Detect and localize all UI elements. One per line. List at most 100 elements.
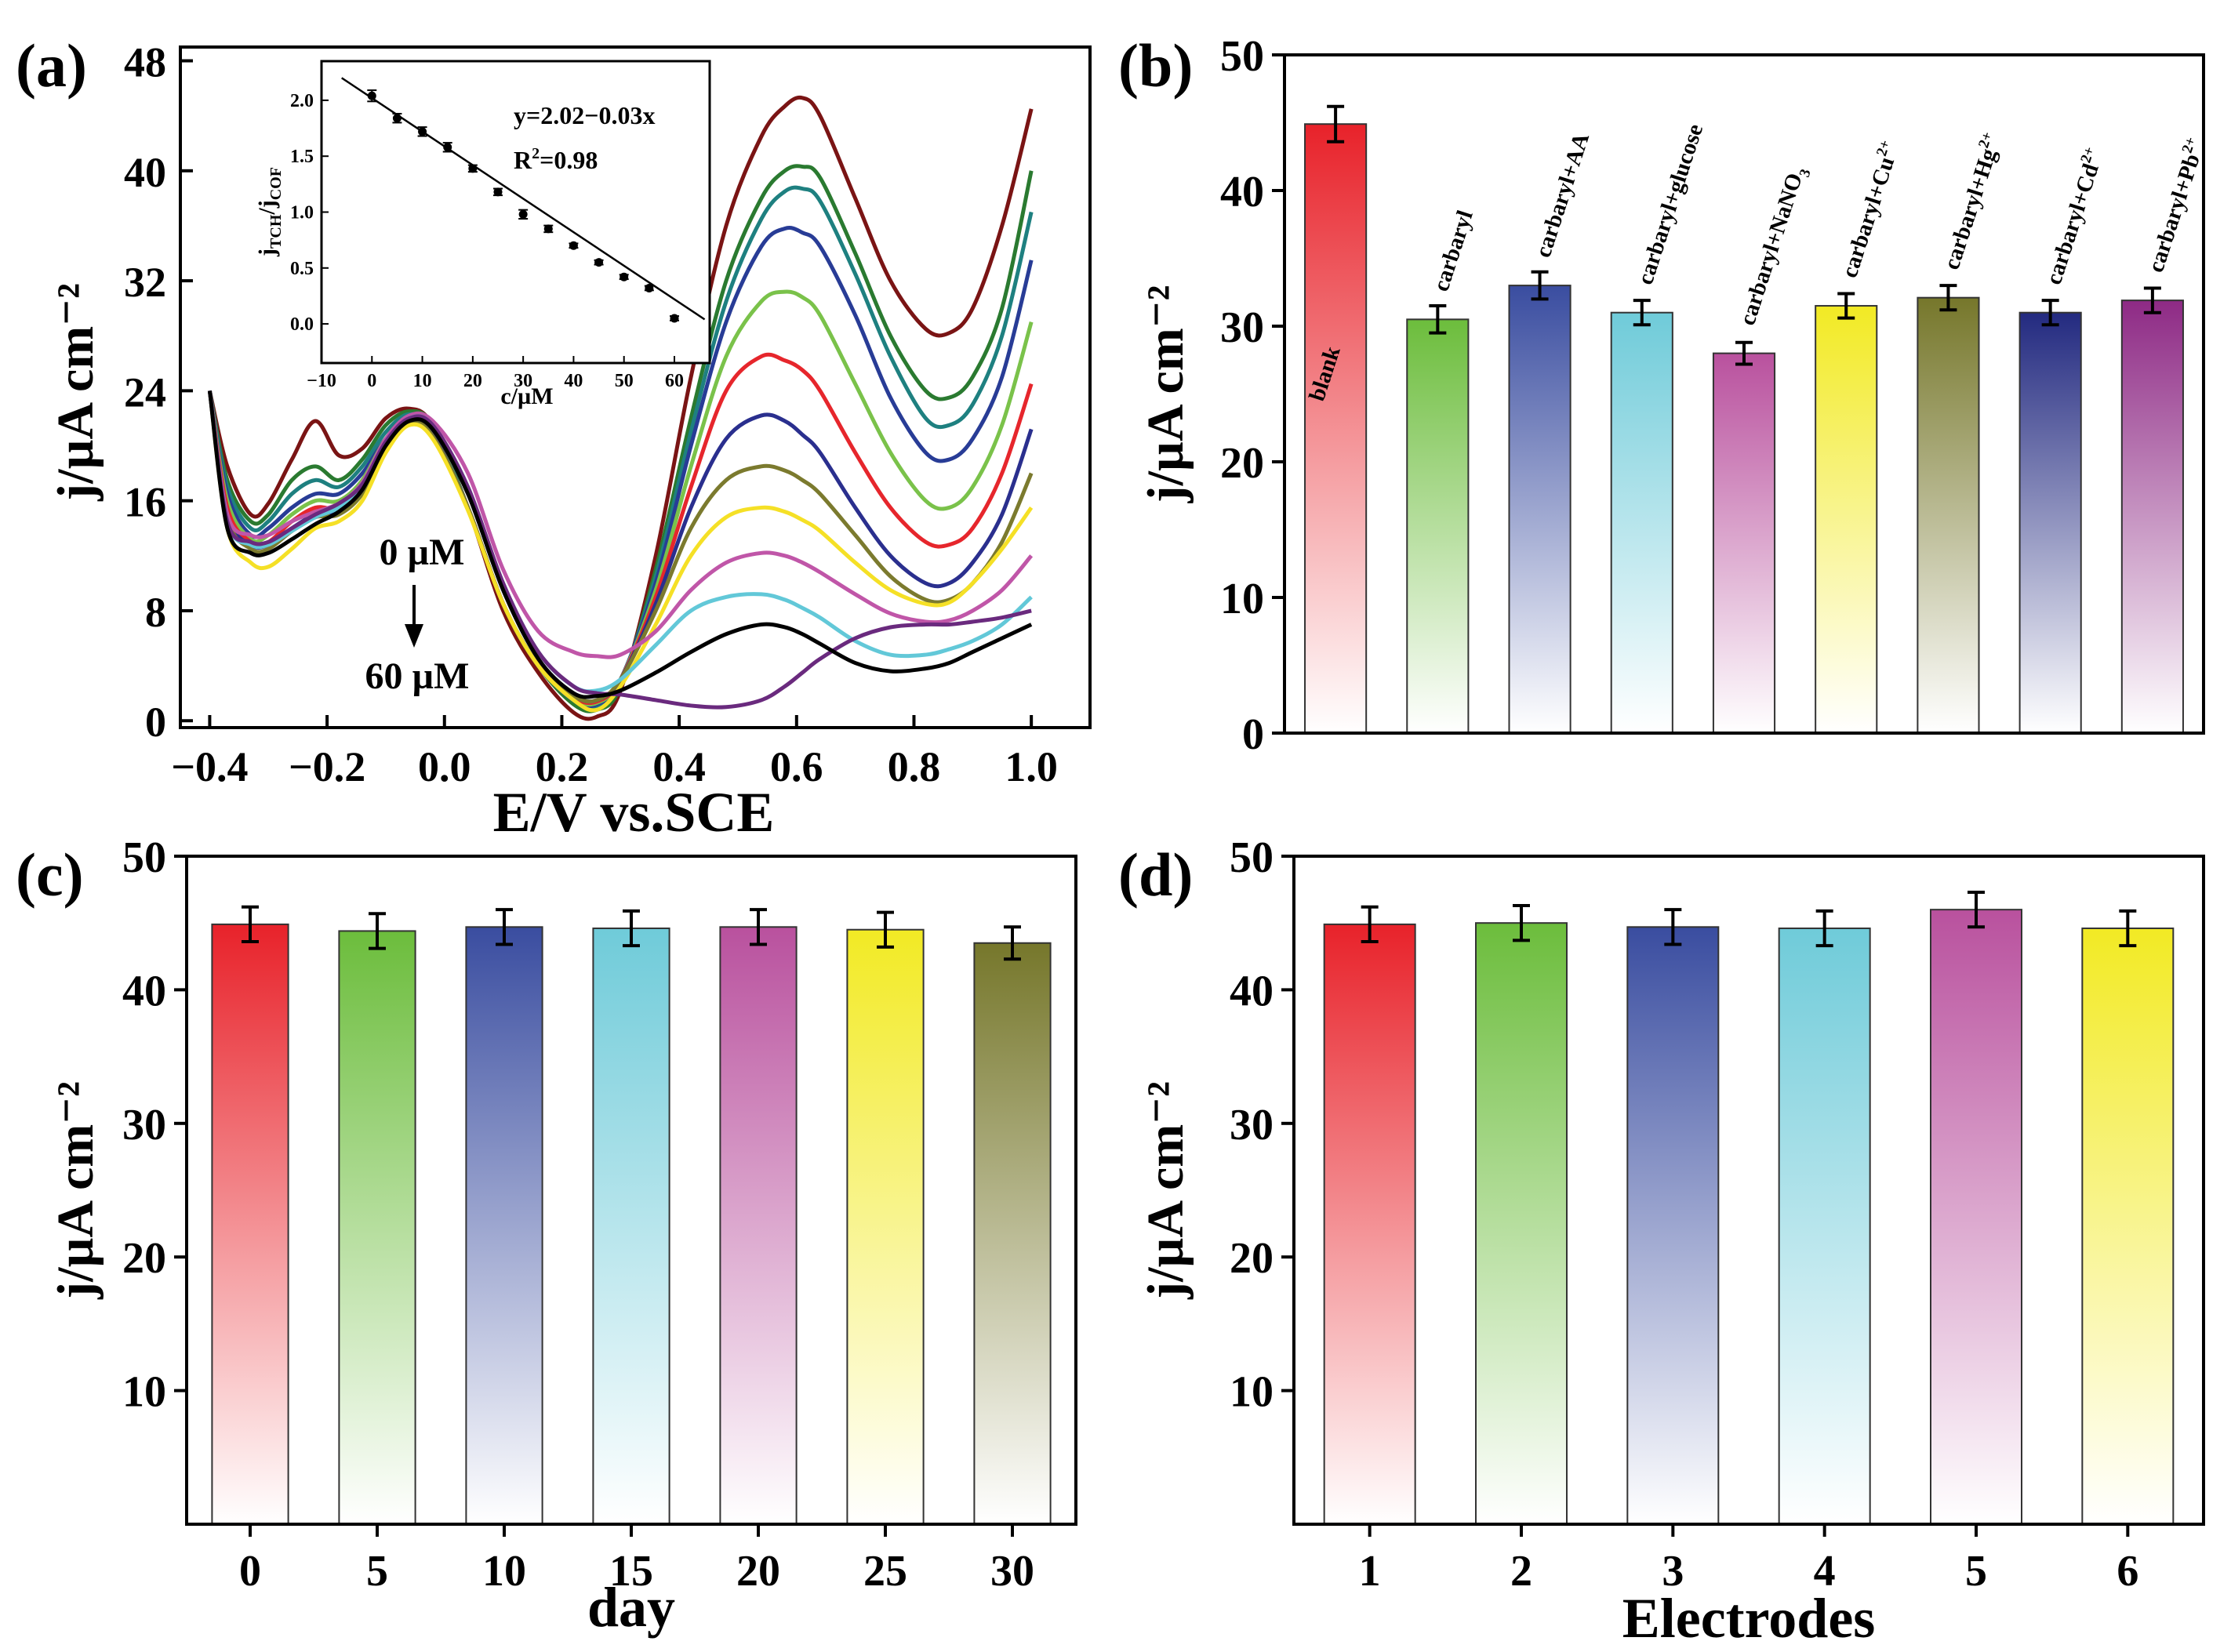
x-tick-label: 15 — [609, 1547, 653, 1596]
inset-x-tick-label: 20 — [463, 371, 482, 391]
bar-4 — [719, 926, 798, 1525]
category-text: carbaryl+glucose — [1633, 121, 1708, 288]
x-tick-label: −0.2 — [289, 743, 365, 790]
y-tick-label: 8 — [145, 589, 166, 636]
category-label-5: carbaryl+Cu2+ — [1835, 138, 1905, 281]
inset-x-tick-label: 60 — [665, 371, 684, 391]
x-tick-label: 20 — [736, 1547, 780, 1596]
inset-ylabel-sub2: COF — [267, 167, 285, 200]
inset-x-tick-label: −10 — [307, 371, 336, 391]
series-line-5 — [207, 352, 1034, 706]
y-tick-label: 50 — [1220, 32, 1264, 81]
bar-4 — [1930, 909, 2022, 1526]
category-label-8: carbaryl+Pb2+ — [2141, 135, 2210, 275]
plot-frame — [1283, 53, 2205, 735]
y-tick-label: 10 — [1220, 575, 1264, 623]
x-tick-label: 5 — [366, 1547, 388, 1596]
category-text: carbaryl+Hg — [1939, 145, 2002, 272]
inset-r-squared: R2=0.98 — [514, 145, 598, 174]
inset-point — [620, 272, 629, 281]
y-axis-label: j/µA cm⁻² — [47, 283, 104, 502]
inset-fit-line — [341, 77, 706, 321]
inset-x-tick-label: 10 — [413, 371, 432, 391]
plot-frame — [185, 855, 1077, 1526]
bar-6 — [973, 942, 1052, 1525]
x-tick-label: 0.8 — [888, 743, 941, 790]
y-tick-label: 50 — [122, 833, 166, 882]
series-line-12 — [207, 390, 1033, 699]
y-tick-label: 10 — [1230, 1368, 1274, 1417]
y-tick-label: 30 — [122, 1101, 166, 1149]
inset-point — [518, 209, 528, 219]
category-label-2: carbaryl+AA — [1531, 130, 1594, 261]
y-tick-label: 40 — [1230, 967, 1274, 1015]
inset-x-tick-label: 0 — [367, 371, 376, 391]
plot-frame — [1292, 855, 2205, 1526]
r-label: R — [514, 146, 532, 174]
series-line-11 — [207, 390, 1032, 710]
inset-point — [392, 114, 402, 123]
y-tick-label: 40 — [122, 967, 166, 1015]
inset-y-tick-label: 1.0 — [290, 203, 314, 223]
r-value: =0.98 — [540, 146, 598, 174]
inset-point — [670, 314, 679, 323]
x-tick-label: 10 — [482, 1547, 526, 1596]
panel-c: 0 5 10 15 20 25 30 10 20 30 40 50 day j/µA cm⁻² (c) — [16, 833, 1077, 1639]
inset-point — [594, 258, 604, 267]
category-text: carbaryl+Pb — [2143, 151, 2205, 275]
y-tick-label: 10 — [122, 1368, 166, 1417]
inset-x-tick-label: 40 — [564, 371, 583, 391]
x-axis-label: E/V vs.SCE — [493, 781, 775, 844]
bar-8 — [2120, 300, 2184, 734]
y-axis-label: j/µA cm⁻² — [1137, 1081, 1194, 1300]
panel-label: (d) — [1118, 841, 1193, 909]
bar-1 — [338, 930, 416, 1525]
y-axis-label: j/µA cm⁻² — [47, 1081, 104, 1300]
inset-y-tick-label: 1.5 — [290, 147, 314, 167]
x-tick-label: 30 — [990, 1547, 1034, 1596]
inset-y-tick-label: 0.0 — [290, 314, 314, 335]
series-line-9 — [207, 390, 1034, 659]
bar-1 — [1406, 318, 1470, 735]
y-tick-label: 48 — [124, 39, 166, 86]
bar-1 — [1475, 922, 1568, 1525]
category-label-7: carbaryl+Cd2+ — [2039, 145, 2109, 288]
bar-3 — [1778, 928, 1871, 1525]
bar-6 — [1917, 296, 1980, 735]
inset-x-axis-label: c/µM — [500, 383, 553, 409]
inset-point — [468, 164, 478, 173]
x-tick-label: 25 — [863, 1547, 907, 1596]
bar-5 — [1815, 305, 1878, 734]
inset-y-tick-label: 0.5 — [290, 259, 314, 279]
y-tick-label: 40 — [1220, 168, 1264, 216]
bar-5 — [2081, 928, 2175, 1525]
x-tick-label: 4 — [1814, 1547, 1836, 1596]
panel-label: (b) — [1118, 31, 1193, 100]
bar-4 — [1712, 352, 1776, 734]
panel-a: 0 8 16 24 32 40 48 −0.4 −0.2 0.0 0.2 0.4 0.6 0.8 1.0 E/… — [16, 31, 1092, 844]
y-tick-label: 16 — [124, 479, 166, 526]
inset-frame — [320, 60, 711, 365]
r-superscript: 2 — [532, 145, 540, 162]
category-text: carbaryl+AA — [1531, 130, 1594, 261]
category-text: carbaryl+Cu — [1837, 154, 1899, 281]
annotation-end: 60 µM — [365, 655, 470, 697]
category-label-4: carbaryl+NaNO3 — [1735, 163, 1814, 330]
inset-point — [367, 91, 376, 100]
panel-label: (c) — [16, 841, 84, 909]
inset-point — [418, 127, 427, 136]
category-text: carbaryl+NaNO — [1735, 170, 1808, 329]
x-axis-label: day — [587, 1576, 675, 1639]
y-tick-label: 40 — [124, 149, 166, 196]
y-axis-label: j/µA cm⁻² — [1137, 285, 1194, 504]
inset-point — [493, 187, 503, 197]
y-tick-label: 0 — [1242, 710, 1264, 759]
bar-3 — [592, 928, 670, 1525]
bar-0 — [1304, 123, 1368, 735]
inset-x-tick-label: 50 — [615, 371, 634, 391]
bar-0 — [1323, 923, 1416, 1526]
category-label-3: carbaryl+glucose — [1633, 121, 1708, 288]
